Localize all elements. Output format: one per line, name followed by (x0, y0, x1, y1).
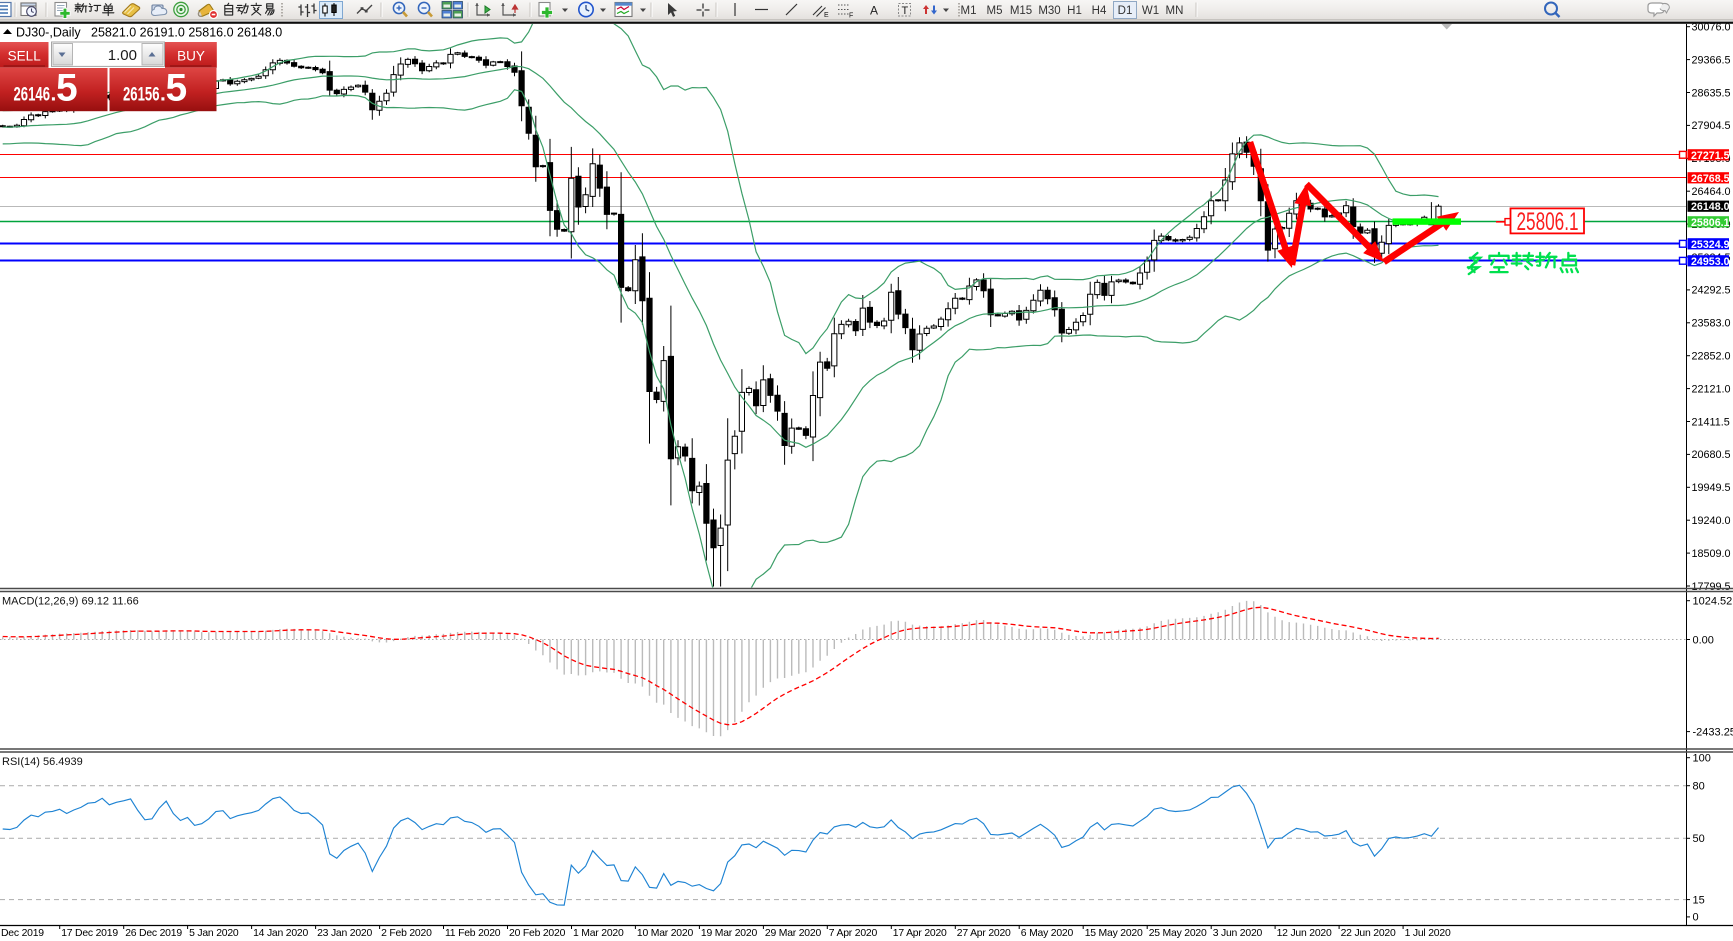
svg-text:M15: M15 (1010, 5, 1032, 17)
svg-text:22121.0: 22121.0 (1692, 383, 1731, 395)
svg-text:5: 5 (166, 67, 188, 110)
svg-text:30076.0: 30076.0 (1692, 22, 1731, 34)
svg-text:24953.0: 24953.0 (1691, 256, 1730, 268)
svg-text:22 Jun 2020: 22 Jun 2020 (1341, 928, 1396, 939)
svg-text:23 Jan 2020: 23 Jan 2020 (317, 928, 372, 939)
svg-text:100: 100 (1693, 753, 1711, 765)
svg-text:25806.1: 25806.1 (1691, 217, 1730, 229)
svg-text:19240.0: 19240.0 (1692, 515, 1731, 527)
svg-text:Dec 2019: Dec 2019 (1, 928, 44, 939)
svg-text:27904.5: 27904.5 (1692, 120, 1731, 132)
svg-text:SELL: SELL (8, 48, 42, 63)
svg-text:F: F (849, 13, 853, 20)
svg-text:15 May 2020: 15 May 2020 (1085, 928, 1143, 939)
svg-text:80: 80 (1693, 781, 1705, 793)
svg-text:M5: M5 (987, 5, 1003, 17)
svg-text:19 Mar 2020: 19 Mar 2020 (701, 928, 758, 939)
svg-text:1024.52: 1024.52 (1693, 596, 1733, 608)
svg-text:MACD(12,26,9) 69.12 11.66: MACD(12,26,9) 69.12 11.66 (2, 595, 139, 607)
svg-text:14 Jan 2020: 14 Jan 2020 (253, 928, 308, 939)
svg-text:26156: 26156 (123, 85, 160, 106)
svg-text:.: . (160, 83, 166, 106)
svg-text:50: 50 (1693, 833, 1705, 845)
svg-text:20 Feb 2020: 20 Feb 2020 (509, 928, 566, 939)
svg-text:18509.0: 18509.0 (1692, 548, 1731, 560)
svg-text:21411.5: 21411.5 (1692, 416, 1730, 428)
svg-text:23583.0: 23583.0 (1692, 318, 1731, 330)
svg-text:26146: 26146 (14, 85, 51, 106)
svg-text:M1: M1 (961, 5, 977, 17)
svg-text:10 Mar 2020: 10 Mar 2020 (637, 928, 694, 939)
svg-text:6 May 2020: 6 May 2020 (1021, 928, 1074, 939)
svg-text:29 Mar 2020: 29 Mar 2020 (765, 928, 822, 939)
svg-text:DJ30-,Daily 25821.0 26191.0: DJ30-,Daily 25821.0 26191.0 25816.0 2614… (16, 26, 282, 40)
svg-text:1 Jul 2020: 1 Jul 2020 (1405, 928, 1451, 939)
svg-text:19949.5: 19949.5 (1692, 482, 1731, 494)
svg-text:15: 15 (1693, 894, 1705, 906)
svg-text:17 Dec 2019: 17 Dec 2019 (61, 928, 118, 939)
svg-text:E: E (824, 12, 829, 19)
svg-text:5 Jan 2020: 5 Jan 2020 (189, 928, 239, 939)
svg-text:3 Jun 2020: 3 Jun 2020 (1213, 928, 1263, 939)
svg-text:2 Feb 2020: 2 Feb 2020 (381, 928, 432, 939)
svg-text:11 Feb 2020: 11 Feb 2020 (445, 928, 501, 939)
svg-text:.: . (51, 83, 57, 106)
svg-text:17799.5: 17799.5 (1692, 581, 1731, 593)
svg-text:H4: H4 (1092, 5, 1107, 17)
svg-text:5: 5 (56, 67, 78, 110)
svg-text:24292.5: 24292.5 (1692, 285, 1731, 297)
svg-text:-2433.25: -2433.25 (1693, 726, 1733, 738)
svg-text:12 Jun 2020: 12 Jun 2020 (1277, 928, 1332, 939)
svg-text:0.00: 0.00 (1693, 634, 1714, 646)
svg-text:A: A (870, 4, 878, 18)
svg-text:25806.1: 25806.1 (1517, 208, 1579, 236)
svg-text:26768.5: 26768.5 (1691, 173, 1730, 185)
svg-text:D1: D1 (1118, 5, 1133, 17)
svg-text:1 Mar 2020: 1 Mar 2020 (573, 928, 624, 939)
svg-text:W1: W1 (1142, 5, 1159, 17)
svg-text:26148.0: 26148.0 (1691, 201, 1730, 213)
svg-text:1.00: 1.00 (108, 47, 137, 64)
svg-text:26 Dec 2019: 26 Dec 2019 (125, 928, 182, 939)
svg-text:MN: MN (1166, 5, 1184, 17)
svg-text:22852.0: 22852.0 (1692, 351, 1731, 363)
svg-text:27271.5: 27271.5 (1691, 150, 1730, 162)
svg-text:17 Apr 2020: 17 Apr 2020 (893, 928, 947, 939)
svg-text:0: 0 (1693, 912, 1699, 924)
svg-text:RSI(14) 56.4939: RSI(14) 56.4939 (2, 756, 83, 768)
svg-text:25 May 2020: 25 May 2020 (1149, 928, 1207, 939)
svg-text:H1: H1 (1067, 5, 1082, 17)
svg-text:M30: M30 (1038, 5, 1060, 17)
svg-text:27 Apr 2020: 27 Apr 2020 (957, 928, 1011, 939)
svg-text:29366.5: 29366.5 (1692, 54, 1731, 66)
svg-text:BUY: BUY (177, 48, 205, 63)
svg-text:T: T (902, 5, 909, 17)
svg-text:28635.5: 28635.5 (1692, 87, 1731, 99)
svg-text:26464.0: 26464.0 (1692, 186, 1731, 198)
svg-text:20680.5: 20680.5 (1692, 449, 1731, 461)
svg-text:7 Apr 2020: 7 Apr 2020 (829, 928, 878, 939)
svg-text:25324.9: 25324.9 (1691, 239, 1730, 251)
